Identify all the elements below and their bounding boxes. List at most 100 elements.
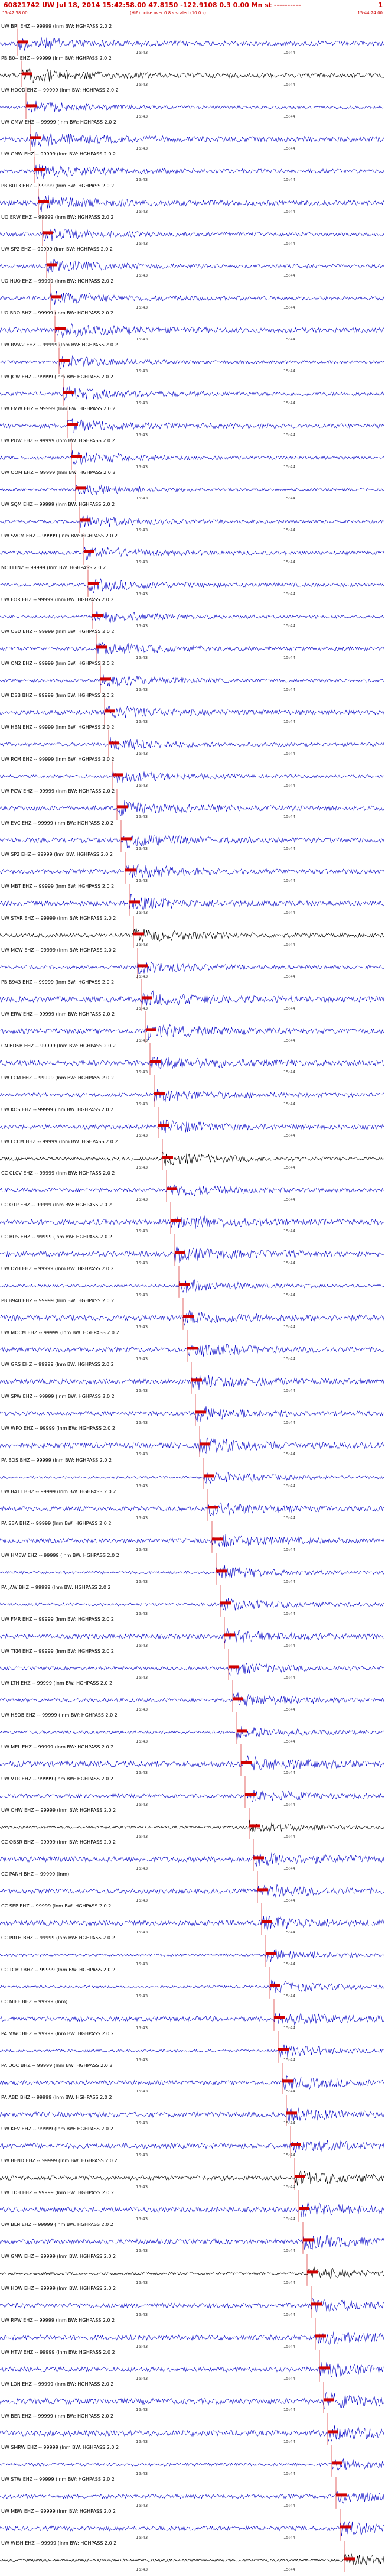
event-title: 60821742 UW Jul 18, 2014 15:42:58.00 47.… bbox=[4, 1, 301, 9]
phase-pick-marker bbox=[266, 1952, 276, 1955]
phase-pick-marker bbox=[121, 836, 132, 840]
time-tick-left: 15:43 bbox=[136, 1069, 148, 1075]
waveform-line bbox=[0, 2107, 384, 2122]
time-tick-right: 15:44 bbox=[283, 2408, 296, 2413]
time-tick-left: 15:43 bbox=[136, 1961, 148, 1967]
waveform-line bbox=[0, 737, 384, 750]
time-tick-left: 15:43 bbox=[136, 1101, 148, 1107]
time-tick-right: 15:44 bbox=[283, 177, 296, 183]
waveform-plot bbox=[0, 788, 384, 820]
trace-row: CC OTP EHZ -- 99999 (lnm BW: HGHPASS 2.0… bbox=[0, 1202, 385, 1235]
waveform-plot bbox=[0, 1585, 384, 1617]
trace-row: UW RVW2 EHZ -- 99999 (lnm BW: HGHPASS 2.… bbox=[0, 342, 385, 374]
time-tick-right: 15:44 bbox=[283, 910, 296, 916]
time-tick-right: 15:44 bbox=[283, 50, 296, 55]
time-tick-left: 15:43 bbox=[136, 273, 148, 278]
trace-label: PB B0-- EHZ -- 99999 (lnm BW: HGHPASS 2.… bbox=[1, 55, 112, 61]
time-tick-left: 15:43 bbox=[136, 1929, 148, 1935]
time-tick-left: 15:43 bbox=[136, 1037, 148, 1043]
phase-pick-marker bbox=[51, 295, 61, 299]
time-tick-left: 15:43 bbox=[136, 1547, 148, 1553]
trace-row: UW MBW EHZ -- 99999 (lnm BW: HGHPASS 2.0… bbox=[0, 2509, 385, 2541]
trace-row: UW HDW EHZ -- 99999 (lnm BW: HGHPASS 2.0… bbox=[0, 2285, 385, 2318]
time-tick-right: 15:44 bbox=[283, 2185, 296, 2190]
trace-label: UW OOM EHZ -- 99999 (lnm BW: HGHPASS 2.0… bbox=[1, 469, 116, 475]
phase-pick-marker bbox=[158, 1123, 169, 1127]
waveform-line bbox=[0, 1948, 384, 1962]
trace-row: UW PUW EHZ -- 99999 (lnm BW: HGHPASS 2.0… bbox=[0, 437, 385, 470]
waveform-line bbox=[0, 1979, 384, 1993]
waveform-line bbox=[0, 259, 384, 274]
waveform-line bbox=[0, 484, 384, 495]
plot-header: 60821742 UW Jul 18, 2014 15:42:58.00 47.… bbox=[0, 0, 385, 22]
waveform-line bbox=[0, 2044, 384, 2058]
trace-label: UW BLN EHZ -- 99999 (lnm BW: HGHPASS 2.0… bbox=[1, 2222, 113, 2228]
phase-pick-marker bbox=[332, 2461, 342, 2465]
time-tick-left: 15:43 bbox=[136, 2185, 148, 2190]
time-tick-left: 15:43 bbox=[136, 1420, 148, 1425]
time-tick-left: 15:43 bbox=[136, 751, 148, 756]
phase-pick-marker bbox=[328, 2429, 338, 2433]
phase-pick-marker bbox=[142, 996, 152, 1000]
trace-row: UW TDH EHZ -- 99999 (lnm BW: HGHPASS 2.0… bbox=[0, 2190, 385, 2223]
trace-label: PA ABD BHZ -- 99999 (lnm BW: HGHPASS 2.0… bbox=[1, 2094, 112, 2100]
phase-pick-marker bbox=[96, 645, 107, 649]
phase-pick-marker bbox=[18, 40, 28, 44]
trace-label: CC TCBU BHZ -- 99999 (lnm BW: HGHPASS 2.… bbox=[1, 1967, 116, 1972]
trace-label: UW SQM EHZ -- 99999 (lnm BW: HGHPASS 2.0… bbox=[1, 501, 115, 507]
phase-pick-marker bbox=[88, 582, 99, 585]
trace-label: UW SP2 EHZ -- 99999 (lnm BW: HGHPASS 2.0… bbox=[1, 246, 113, 252]
trace-row: UW TKM EHZ -- 99999 (lnm BW: HGHPASS 2.0… bbox=[0, 1648, 385, 1680]
trace-row: PA JAW BHZ -- 99999 (lnm BW: HGHPASS 2.0… bbox=[0, 1585, 385, 1617]
trace-label: UW LCCM HHZ -- 99999 (lnm BW: HGHPASS 2.… bbox=[1, 1138, 118, 1144]
waveform-plot bbox=[0, 1998, 384, 2031]
trace-row: UW GNW EHZ -- 99999 (lnm BW: HGHPASS 2.0… bbox=[0, 151, 385, 183]
waveform-plot bbox=[0, 1871, 384, 1904]
time-tick-right: 15:44 bbox=[283, 432, 296, 437]
trace-row: PB B0-- EHZ -- 99999 (lnm BW: HGHPASS 2.… bbox=[0, 55, 385, 87]
time-tick-right: 15:44 bbox=[283, 942, 296, 948]
phase-pick-marker bbox=[100, 677, 111, 681]
waveform-line bbox=[0, 2491, 384, 2504]
trace-label: UW GRS EHZ -- 99999 (lnm BW: HGHPASS 2.0… bbox=[1, 1361, 114, 1367]
trace-row: UW LON EHZ -- 99999 (lnm BW: HGHPASS 2.0… bbox=[0, 2381, 385, 2413]
waveform-line bbox=[0, 1852, 384, 1867]
trace-row: UW HBN EHZ -- 99999 (lnm BW: HGHPASS 2.0… bbox=[0, 724, 385, 757]
trace-row: UW KOS EHZ -- 99999 (lnm BW: HGHPASS 2.0… bbox=[0, 1107, 385, 1139]
waveform-line bbox=[0, 1598, 384, 1611]
time-tick-left: 15:43 bbox=[136, 368, 148, 374]
waveform-line bbox=[0, 1279, 384, 1293]
time-tick-right: 15:44 bbox=[283, 209, 296, 215]
trace-label: CC BUS EHZ -- 99999 (lnm BW: HGHPASS 2.0… bbox=[1, 1234, 112, 1240]
time-tick-right: 15:44 bbox=[283, 2025, 296, 2030]
phase-pick-marker bbox=[38, 199, 49, 203]
page-number: 1 bbox=[378, 1, 383, 9]
trace-row: UW LCCM HHZ -- 99999 (lnm BW: HGHPASS 2.… bbox=[0, 1138, 385, 1171]
phase-pick-marker bbox=[253, 1856, 264, 1860]
time-tick-right: 15:44 bbox=[283, 687, 296, 692]
time-tick-left: 15:43 bbox=[136, 145, 148, 151]
trace-row: UW WPO EHZ -- 99999 (lnm BW: HGHPASS 2.0… bbox=[0, 1425, 385, 1458]
waveform-plot bbox=[0, 2254, 384, 2286]
waveform-line bbox=[0, 2553, 384, 2566]
phase-pick-marker bbox=[109, 741, 119, 745]
time-tick-right: 15:44 bbox=[283, 2471, 296, 2477]
waveform-plot bbox=[0, 1011, 384, 1043]
time-tick-left: 15:43 bbox=[136, 2471, 148, 2477]
waveform-line bbox=[0, 1884, 384, 1899]
phase-pick-marker bbox=[315, 2334, 326, 2338]
phase-pick-marker bbox=[212, 1537, 223, 1541]
trace-row: UW KEV EHZ -- 99999 (lnm BW: HGHPASS 2.0… bbox=[0, 2126, 385, 2159]
waveform-line bbox=[0, 418, 384, 433]
trace-row: UW BRI EHZ -- 99999 (lnm BW: HGHPASS 2.0… bbox=[0, 24, 385, 56]
trace-row: UW SP2 EHZ -- 99999 (lnm BW: HGHPASS 2.0… bbox=[0, 246, 385, 279]
time-tick-right: 15:44 bbox=[283, 1579, 296, 1585]
waveform-plot bbox=[0, 2317, 384, 2350]
trace-label: UW GNW EHZ -- 99999 (lnm BW: HGHPASS 2.0… bbox=[1, 2254, 116, 2259]
time-tick-right: 15:44 bbox=[283, 624, 296, 629]
time-tick-right: 15:44 bbox=[283, 1069, 296, 1075]
phase-pick-marker bbox=[274, 2016, 285, 2019]
trace-row: UW BATT BHZ -- 99999 (lnm BW: HGHPASS 2.… bbox=[0, 1489, 385, 1521]
time-tick-right: 15:44 bbox=[283, 496, 296, 501]
trace-label: UW DYH EHZ -- 99999 (lnm BW: HGHPASS 2.0… bbox=[1, 1266, 114, 1272]
